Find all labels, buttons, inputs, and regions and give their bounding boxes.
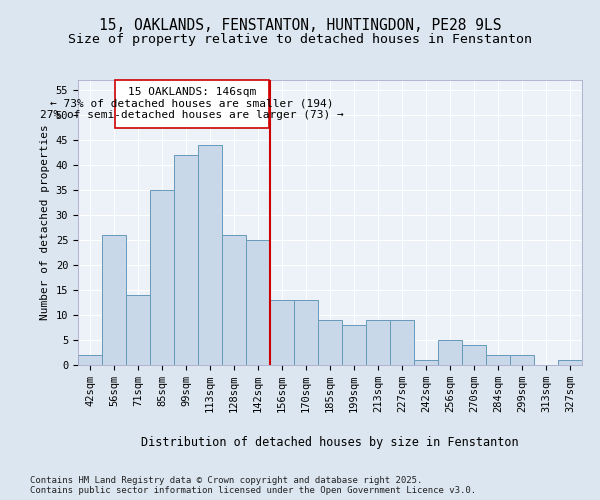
Bar — [438, 340, 462, 365]
Bar — [342, 325, 366, 365]
Bar — [510, 355, 534, 365]
Text: 15, OAKLANDS, FENSTANTON, HUNTINGDON, PE28 9LS: 15, OAKLANDS, FENSTANTON, HUNTINGDON, PE… — [99, 18, 501, 32]
Bar — [270, 300, 294, 365]
Bar — [222, 235, 246, 365]
Bar — [414, 360, 438, 365]
Bar — [102, 235, 126, 365]
Bar — [174, 155, 198, 365]
Bar — [486, 355, 510, 365]
Bar — [150, 190, 174, 365]
Bar — [366, 320, 390, 365]
Bar — [462, 345, 486, 365]
Bar — [78, 355, 102, 365]
Bar — [318, 320, 342, 365]
Bar — [294, 300, 318, 365]
Bar — [126, 295, 150, 365]
Text: Contains HM Land Registry data © Crown copyright and database right 2025.
Contai: Contains HM Land Registry data © Crown c… — [30, 476, 476, 495]
Text: Distribution of detached houses by size in Fenstanton: Distribution of detached houses by size … — [141, 436, 519, 449]
Bar — [246, 240, 270, 365]
Bar — [198, 145, 222, 365]
Bar — [558, 360, 582, 365]
Text: 15 OAKLANDS: 146sqm
← 73% of detached houses are smaller (194)
27% of semi-detac: 15 OAKLANDS: 146sqm ← 73% of detached ho… — [40, 87, 344, 120]
Bar — [390, 320, 414, 365]
FancyBboxPatch shape — [115, 80, 269, 128]
Y-axis label: Number of detached properties: Number of detached properties — [40, 124, 50, 320]
Text: Size of property relative to detached houses in Fenstanton: Size of property relative to detached ho… — [68, 32, 532, 46]
